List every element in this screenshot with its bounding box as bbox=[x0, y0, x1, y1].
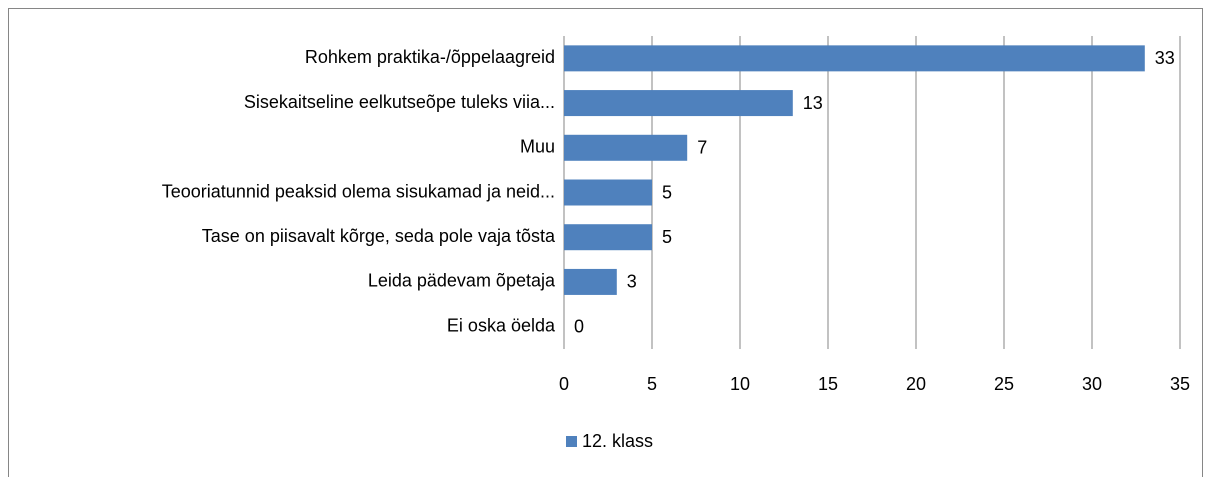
y-tick-label: Muu bbox=[520, 137, 555, 157]
data-label: 0 bbox=[574, 316, 584, 336]
bar bbox=[564, 90, 793, 117]
y-tick-label: Ei oska öelda bbox=[447, 315, 556, 335]
chart-frame bbox=[8, 8, 1203, 477]
x-tick-label: 30 bbox=[1082, 374, 1102, 394]
bar bbox=[564, 268, 617, 295]
data-label: 5 bbox=[662, 182, 672, 202]
y-tick-label: Leida pädevam õpetaja bbox=[368, 271, 556, 291]
y-tick-label: Rohkem praktika-/õppelaagreid bbox=[305, 47, 555, 67]
data-label: 7 bbox=[697, 138, 707, 158]
x-tick-label: 35 bbox=[1170, 374, 1190, 394]
x-tick-label: 25 bbox=[994, 374, 1014, 394]
data-label: 3 bbox=[627, 272, 637, 292]
data-label: 13 bbox=[803, 93, 823, 113]
x-tick-label: 10 bbox=[730, 374, 750, 394]
x-tick-label: 0 bbox=[559, 374, 569, 394]
y-tick-label: Sisekaitseline eelkutseõpe tuleks viia..… bbox=[244, 92, 555, 112]
legend-label: 12. klass bbox=[582, 431, 653, 451]
y-tick-label: Tase on piisavalt kõrge, seda pole vaja … bbox=[202, 226, 556, 246]
bar bbox=[564, 179, 652, 206]
x-tick-label: 15 bbox=[818, 374, 838, 394]
x-tick-label: 5 bbox=[647, 374, 657, 394]
data-label: 33 bbox=[1155, 48, 1175, 68]
data-label: 5 bbox=[662, 227, 672, 247]
bar bbox=[564, 224, 652, 251]
x-tick-label: 20 bbox=[906, 374, 926, 394]
bar bbox=[564, 45, 1145, 72]
bar bbox=[564, 134, 688, 161]
y-tick-label: Teooriatunnid peaksid olema sisukamad ja… bbox=[162, 181, 555, 201]
legend-swatch bbox=[566, 436, 577, 447]
